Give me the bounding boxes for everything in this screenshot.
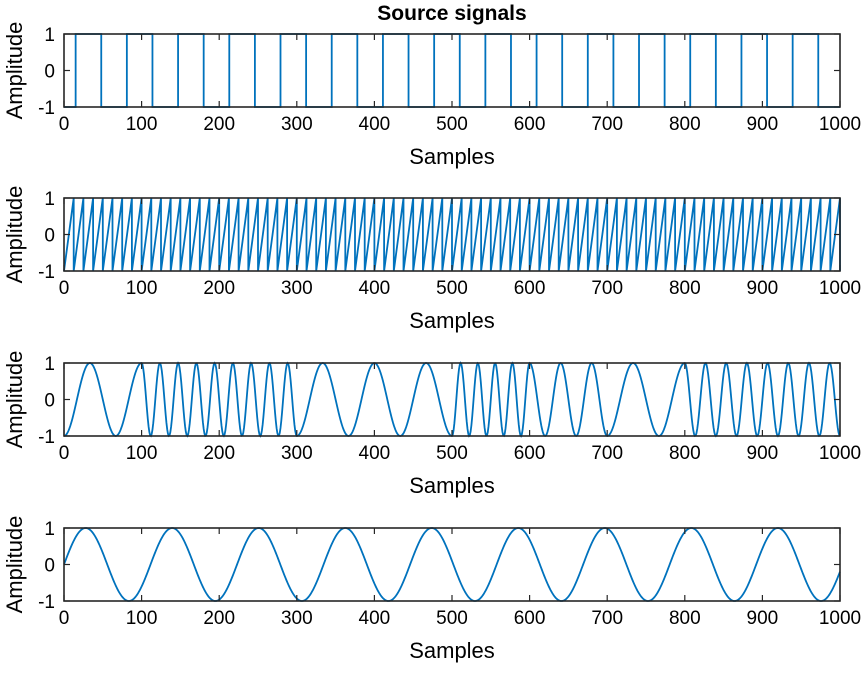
- x-tick-label: 900: [747, 114, 779, 135]
- x-axis-label: Samples: [409, 308, 495, 333]
- y-tick-label: -1: [38, 592, 55, 613]
- x-tick-label: 600: [514, 608, 546, 629]
- x-tick-label: 0: [59, 608, 70, 629]
- x-tick-label: 300: [281, 608, 313, 629]
- x-tick-label: 1000: [819, 278, 861, 299]
- x-tick-label: 400: [359, 443, 391, 464]
- x-tick-label: 700: [591, 443, 623, 464]
- y-tick-label: 0: [44, 62, 55, 83]
- series-line-sawtooth: [63, 197, 841, 272]
- x-tick-label: 0: [59, 114, 70, 135]
- x-tick-label: 100: [126, 443, 158, 464]
- x-tick-label: 600: [514, 443, 546, 464]
- x-tick-label: 800: [669, 278, 701, 299]
- x-tick-label: 1000: [819, 114, 861, 135]
- x-axis-label: Samples: [409, 638, 495, 663]
- x-tick-label: 500: [436, 278, 468, 299]
- x-tick-label: 400: [359, 608, 391, 629]
- x-tick-label: 600: [514, 278, 546, 299]
- y-tick-label: 0: [44, 556, 55, 577]
- x-tick-label: 500: [436, 608, 468, 629]
- series-line-square: [64, 33, 840, 108]
- y-tick-label: -1: [38, 427, 55, 448]
- x-tick-label: 200: [203, 278, 235, 299]
- x-tick-label: 900: [747, 608, 779, 629]
- y-tick-label: 0: [44, 391, 55, 412]
- series-line-chirp: [63, 361, 841, 438]
- x-tick-label: 400: [359, 278, 391, 299]
- y-tick-label: 0: [44, 226, 55, 247]
- x-tick-label: 200: [203, 608, 235, 629]
- y-axis-label: Amplitude: [2, 22, 27, 120]
- x-tick-label: 300: [281, 114, 313, 135]
- y-tick-label: 1: [44, 354, 55, 375]
- x-tick-label: 800: [669, 114, 701, 135]
- y-tick-label: 1: [44, 25, 55, 46]
- subplots-group: 0 100 200 300 400 500 600 700 800 900 1000-101Samp…: [2, 22, 861, 663]
- x-tick-label: 700: [591, 278, 623, 299]
- y-tick-label: 1: [44, 189, 55, 210]
- x-tick-label: 600: [514, 114, 546, 135]
- x-tick-label: 300: [281, 443, 313, 464]
- x-tick-label: 200: [203, 114, 235, 135]
- subplot-4: 0 100 200 300 400 500 600 700 800 900 1000-101Samp…: [2, 516, 861, 663]
- x-tick-label: 0: [59, 278, 70, 299]
- x-tick-label: 100: [126, 278, 158, 299]
- x-tick-label: 500: [436, 443, 468, 464]
- x-tick-label: 900: [747, 278, 779, 299]
- y-axis-label: Amplitude: [2, 516, 27, 614]
- x-tick-label: 800: [669, 608, 701, 629]
- y-tick-label: 1: [44, 519, 55, 540]
- y-tick-label: -1: [38, 98, 55, 119]
- x-tick-label: 1000: [819, 608, 861, 629]
- axes-frame: [63, 33, 841, 108]
- y-axis-label: Amplitude: [2, 351, 27, 449]
- x-tick-label: 0: [59, 443, 70, 464]
- subplot-2: 0 100 200 300 400 500 600 700 800 900 1000-101Samp…: [2, 186, 861, 333]
- x-tick-label: 700: [591, 608, 623, 629]
- x-tick-label: 500: [436, 114, 468, 135]
- subplot-3: 0 100 200 300 400 500 600 700 800 900 1000-101Samp…: [2, 351, 861, 498]
- x-tick-label: 200: [203, 443, 235, 464]
- x-tick-label: 700: [591, 114, 623, 135]
- figure-title: Source signals: [377, 2, 526, 25]
- x-tick-label: 100: [126, 608, 158, 629]
- subplot-1: 0 100 200 300 400 500 600 700 800 900 1000-101Samp…: [2, 22, 861, 169]
- x-axis-label: Samples: [409, 473, 495, 498]
- y-axis-label: Amplitude: [2, 186, 27, 284]
- x-tick-label: 900: [747, 443, 779, 464]
- x-tick-label: 800: [669, 443, 701, 464]
- x-tick-label: 400: [359, 114, 391, 135]
- y-tick-label: -1: [38, 262, 55, 283]
- series-line-sine: [63, 527, 841, 602]
- x-axis-label: Samples: [409, 144, 495, 169]
- x-tick-label: 300: [281, 278, 313, 299]
- x-tick-label: 100: [126, 114, 158, 135]
- x-tick-label: 1000: [819, 443, 861, 464]
